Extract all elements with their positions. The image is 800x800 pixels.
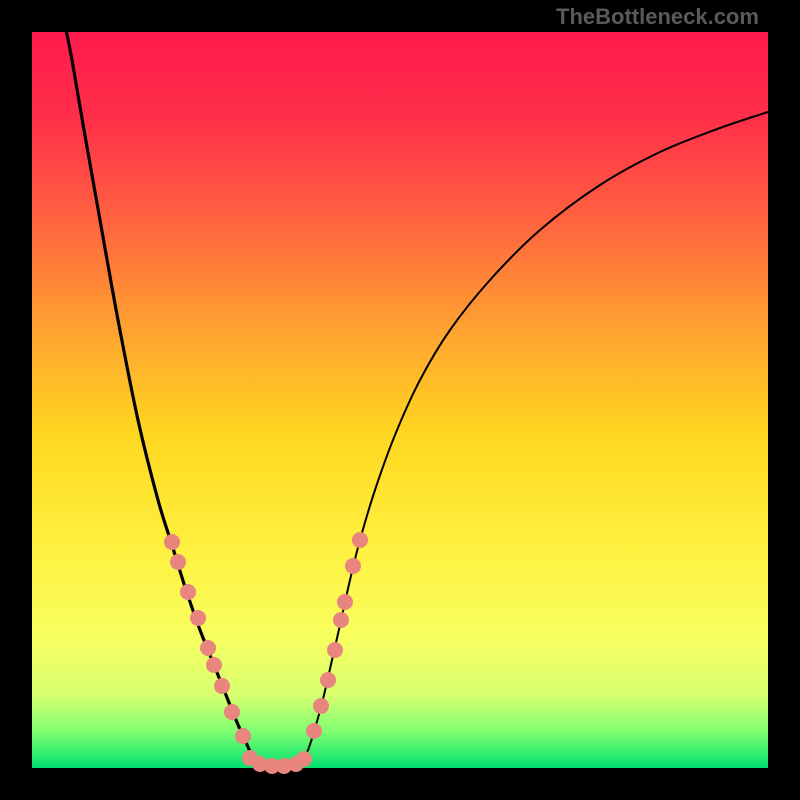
data-marker — [190, 610, 206, 626]
data-marker — [235, 728, 251, 744]
data-marker — [333, 612, 349, 628]
data-marker — [200, 640, 216, 656]
data-marker — [170, 554, 186, 570]
data-marker — [164, 534, 180, 550]
data-marker — [180, 584, 196, 600]
data-marker — [206, 657, 222, 673]
data-marker — [327, 642, 343, 658]
data-marker — [306, 723, 322, 739]
data-marker — [214, 678, 230, 694]
data-marker — [296, 751, 312, 767]
data-marker — [352, 532, 368, 548]
data-marker — [313, 698, 329, 714]
data-marker — [337, 594, 353, 610]
chart-plot-background — [32, 32, 768, 768]
chart-svg — [0, 0, 800, 800]
data-marker — [224, 704, 240, 720]
data-marker — [320, 672, 336, 688]
data-marker — [345, 558, 361, 574]
